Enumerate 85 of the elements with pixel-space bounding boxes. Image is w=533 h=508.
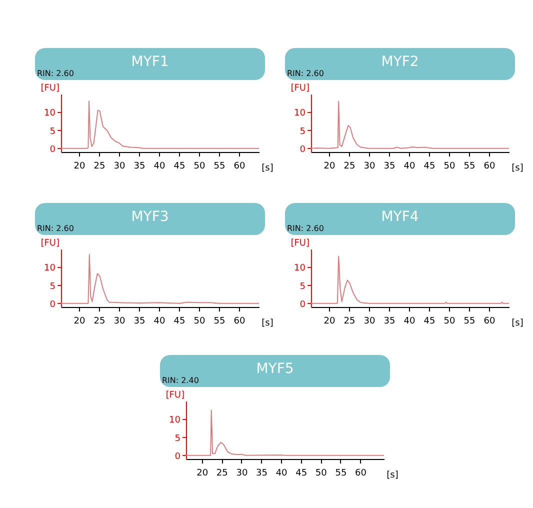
x-tick-label: 45 xyxy=(174,316,186,326)
x-tick-label: 45 xyxy=(424,162,436,172)
x-tick-label: 55 xyxy=(335,468,347,478)
x-axis-title: [s] xyxy=(512,318,524,328)
y-tick-label: 0 xyxy=(174,452,181,462)
y-tick-label: 0 xyxy=(50,300,56,310)
x-tick-label: 55 xyxy=(214,162,226,172)
chart-subtitle: RIN: 2.60 xyxy=(37,69,74,79)
y-tick-label: 5 xyxy=(50,126,56,137)
x-tick-label: 25 xyxy=(344,162,356,172)
y-tick-label: 10 xyxy=(44,108,56,119)
line-series xyxy=(311,256,509,304)
chart-subtitle: RIN: 2.60 xyxy=(37,224,74,234)
x-tick-label: 60 xyxy=(484,316,496,326)
x-tick-label: 50 xyxy=(444,162,456,172)
x-tick-label: 45 xyxy=(424,316,436,326)
chart-title: MYF5 xyxy=(256,361,294,377)
x-axis-title: [s] xyxy=(386,470,398,480)
x-tick-label: 20 xyxy=(324,316,336,326)
x-tick-label: 50 xyxy=(444,316,456,326)
x-tick-label: 60 xyxy=(484,162,496,172)
y-axis-title: [FU] xyxy=(40,84,60,94)
x-tick-label: 30 xyxy=(364,316,376,326)
chart-title: MYF1 xyxy=(131,54,169,70)
x-tick-label: 55 xyxy=(464,162,476,172)
chart-subtitle: RIN: 2.40 xyxy=(162,376,199,386)
x-tick-label: 60 xyxy=(234,162,246,172)
y-tick-label: 5 xyxy=(174,434,180,444)
x-tick-label: 35 xyxy=(134,162,146,172)
chart-title: MYF2 xyxy=(381,54,419,70)
y-axis-title: [FU] xyxy=(290,84,310,94)
x-tick-label: 30 xyxy=(114,162,126,172)
x-tick-label: 20 xyxy=(74,316,86,326)
line-series xyxy=(311,100,509,149)
chart-subtitle: RIN: 2.60 xyxy=(287,224,324,234)
x-tick-label: 55 xyxy=(214,316,226,326)
line-series xyxy=(186,410,384,456)
y-tick-label: 0 xyxy=(300,300,306,310)
y-tick-label: 0 xyxy=(300,144,306,155)
x-tick-label: 40 xyxy=(276,468,288,478)
x-tick-label: 25 xyxy=(94,316,106,326)
x-tick-label: 20 xyxy=(74,162,86,172)
x-tick-label: 45 xyxy=(174,162,186,172)
x-tick-label: 40 xyxy=(154,162,166,172)
x-tick-label: 60 xyxy=(234,316,246,326)
x-tick-label: 20 xyxy=(196,468,208,478)
x-tick-label: 30 xyxy=(236,468,248,478)
x-tick-label: 35 xyxy=(384,162,396,172)
x-axis-title: [s] xyxy=(262,318,274,328)
x-tick-label: 50 xyxy=(194,162,206,172)
chart-title: MYF3 xyxy=(131,209,169,225)
y-axis-title: [FU] xyxy=(290,238,310,248)
x-axis-title: [s] xyxy=(262,164,274,174)
x-tick-label: 40 xyxy=(404,316,416,326)
line-series xyxy=(61,100,259,149)
x-tick-label: 40 xyxy=(404,162,416,172)
x-axis-title: [s] xyxy=(512,164,524,174)
y-axis-title: [FU] xyxy=(40,238,60,248)
x-tick-label: 40 xyxy=(154,316,166,326)
x-tick-label: 50 xyxy=(194,316,206,326)
y-axis-title: [FU] xyxy=(166,390,184,400)
chart-subtitle: RIN: 2.60 xyxy=(287,69,324,79)
x-tick-label: 35 xyxy=(134,316,146,326)
x-tick-label: 25 xyxy=(94,162,106,172)
x-tick-label: 60 xyxy=(355,468,367,478)
x-tick-label: 25 xyxy=(216,468,228,478)
y-tick-label: 10 xyxy=(294,108,306,119)
x-tick-label: 30 xyxy=(364,162,376,172)
y-tick-label: 5 xyxy=(300,126,306,137)
x-tick-label: 20 xyxy=(324,162,336,172)
y-tick-label: 0 xyxy=(50,144,56,155)
x-tick-label: 45 xyxy=(296,468,308,478)
chart-title: MYF4 xyxy=(381,209,419,225)
y-tick-label: 10 xyxy=(44,264,56,274)
y-tick-label: 5 xyxy=(300,282,306,292)
x-tick-label: 25 xyxy=(344,316,356,326)
y-tick-label: 5 xyxy=(50,282,56,292)
x-tick-label: 35 xyxy=(256,468,268,478)
x-tick-label: 50 xyxy=(315,468,328,478)
y-tick-label: 10 xyxy=(294,264,306,274)
y-tick-label: 10 xyxy=(169,416,181,426)
x-tick-label: 55 xyxy=(464,316,476,326)
x-tick-label: 30 xyxy=(114,316,126,326)
line-series xyxy=(61,254,259,304)
x-tick-label: 35 xyxy=(384,316,396,326)
